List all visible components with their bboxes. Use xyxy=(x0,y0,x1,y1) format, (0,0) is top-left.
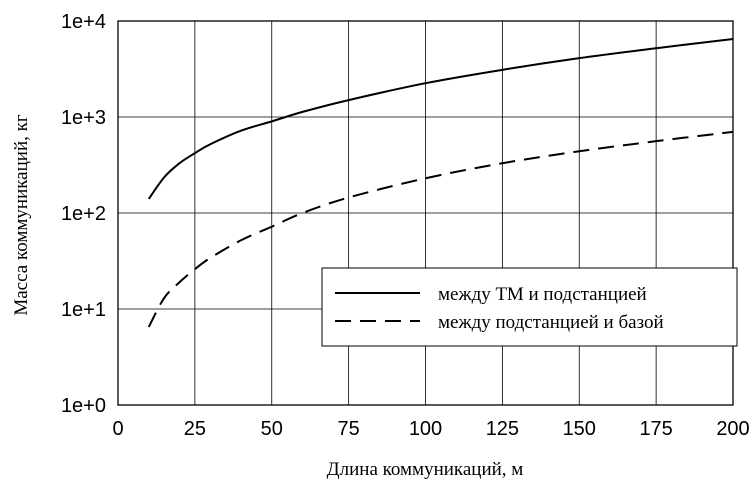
x-tick-label: 50 xyxy=(261,418,283,440)
series-line-solid xyxy=(147,37,734,200)
x-tick-label: 0 xyxy=(112,418,123,440)
x-tick-label: 150 xyxy=(563,418,596,440)
y-tick-label: 1e+0 xyxy=(61,395,106,417)
y-axis-title: Масса коммуникаций, кг xyxy=(11,114,32,316)
y-tick-label: 1e+4 xyxy=(61,11,106,33)
legend-label-dashed: между подстанцией и базой xyxy=(438,312,664,333)
x-tick-label: 75 xyxy=(338,418,360,440)
legend-label-solid: между ТМ и подстанцией xyxy=(438,284,647,305)
x-tick-label: 100 xyxy=(409,418,442,440)
x-axis-title: Длина коммуникаций, м xyxy=(327,459,524,480)
plot-frame xyxy=(117,20,734,406)
legend-box xyxy=(321,267,738,347)
series-lines xyxy=(147,37,734,328)
tick-labels: 0 25 50 75 100 125 150 175 200 1e+0 1e+1 1e+2 1e+3 1e… xyxy=(61,11,750,440)
y-tick-label: 1e+2 xyxy=(61,203,106,225)
grid xyxy=(117,20,734,406)
legend: между ТМ и подстанцией между подстанцией… xyxy=(321,267,738,347)
x-tick-label: 125 xyxy=(486,418,519,440)
x-tick-label: 200 xyxy=(716,418,749,440)
y-tick-label: 1e+3 xyxy=(61,107,106,129)
series-line-dashed xyxy=(147,130,734,328)
x-tick-label: 175 xyxy=(639,418,672,440)
y-tick-label: 1e+1 xyxy=(61,299,106,321)
x-tick-label: 25 xyxy=(184,418,206,440)
